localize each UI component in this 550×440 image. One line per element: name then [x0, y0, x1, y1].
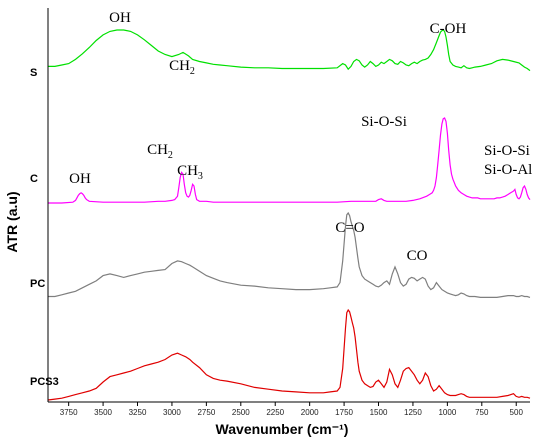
series-line-pcs3 [47, 308, 531, 401]
peak-annotation-text: OH [109, 10, 131, 26]
x-tick-label: 2500 [232, 408, 250, 417]
x-tick-label: 2000 [301, 408, 319, 417]
peak-annotation: CH2 [169, 58, 195, 77]
axis-layer: 3750 3500 3250 3000 2750 2500 2250 2000 1750 1500… [47, 8, 530, 417]
peak-annotation: CH2 [147, 142, 173, 161]
series-name-c: C [30, 173, 38, 185]
peak-annotation: OH [109, 10, 131, 26]
peak-annotation-text: Si-O-Si [361, 114, 407, 130]
peak-annotation: C=O [335, 220, 364, 236]
peak-annotation: C-OH [430, 21, 467, 37]
peak-annotation-subscript: 3 [198, 171, 203, 182]
peak-annotation-text: CH [169, 58, 190, 74]
series-name-pc: PC [30, 278, 45, 290]
peak-annotation-text: C=O [335, 220, 364, 236]
peak-annotation-text: Si-O-Si [484, 143, 530, 159]
x-tick-label: 750 [475, 408, 489, 417]
series-name-pcs3: PCS3 [30, 376, 59, 388]
peak-annotation: CH3 [177, 163, 203, 182]
peak-annotation-text: OH [69, 171, 91, 187]
peak-annotation-text: CH [177, 163, 198, 179]
x-tick-label: 3750 [60, 408, 78, 417]
series-name-s: S [30, 67, 37, 79]
x-tick-label: 2250 [266, 408, 284, 417]
y-axis-title: ATR (a.u) [4, 191, 20, 252]
peak-annotation: Si-O-Si [484, 143, 530, 159]
peak-annotation-subscript: 2 [168, 150, 173, 161]
x-tick-label: 3500 [94, 408, 112, 417]
x-tick-label: 1500 [370, 408, 388, 417]
peak-annotation: Si-O-Si [361, 114, 407, 130]
peak-annotation-text: C-OH [430, 21, 467, 37]
x-tick-label: 2750 [197, 408, 215, 417]
peak-annotation-text: Si-O-Al [484, 162, 532, 178]
x-tick-label: 3250 [129, 408, 147, 417]
peak-annotation-subscript: 2 [190, 66, 195, 77]
peak-annotation-text: CH [147, 142, 168, 158]
label-layer: SCPCPCS3OHCH2C-OHOHCH2CH3Si-O-SiSi-O-SiS… [30, 10, 532, 388]
x-tick-label: 3000 [163, 408, 181, 417]
series-line-pc [48, 211, 531, 298]
peak-annotation: CO [407, 248, 428, 264]
x-tick-label: 500 [510, 408, 524, 417]
x-tick-label: 1750 [335, 408, 353, 417]
series-layer [47, 29, 531, 401]
peak-annotation: OH [69, 171, 91, 187]
peak-annotation: Si-O-Al [484, 162, 532, 178]
series-line-s [48, 29, 531, 72]
peak-annotation-text: CO [407, 248, 428, 264]
x-axis-title: Wavenumber (cm⁻¹) [216, 421, 349, 437]
x-tick-label: 1250 [404, 408, 422, 417]
series-line-c [48, 117, 531, 204]
x-tick-label: 1000 [438, 408, 456, 417]
